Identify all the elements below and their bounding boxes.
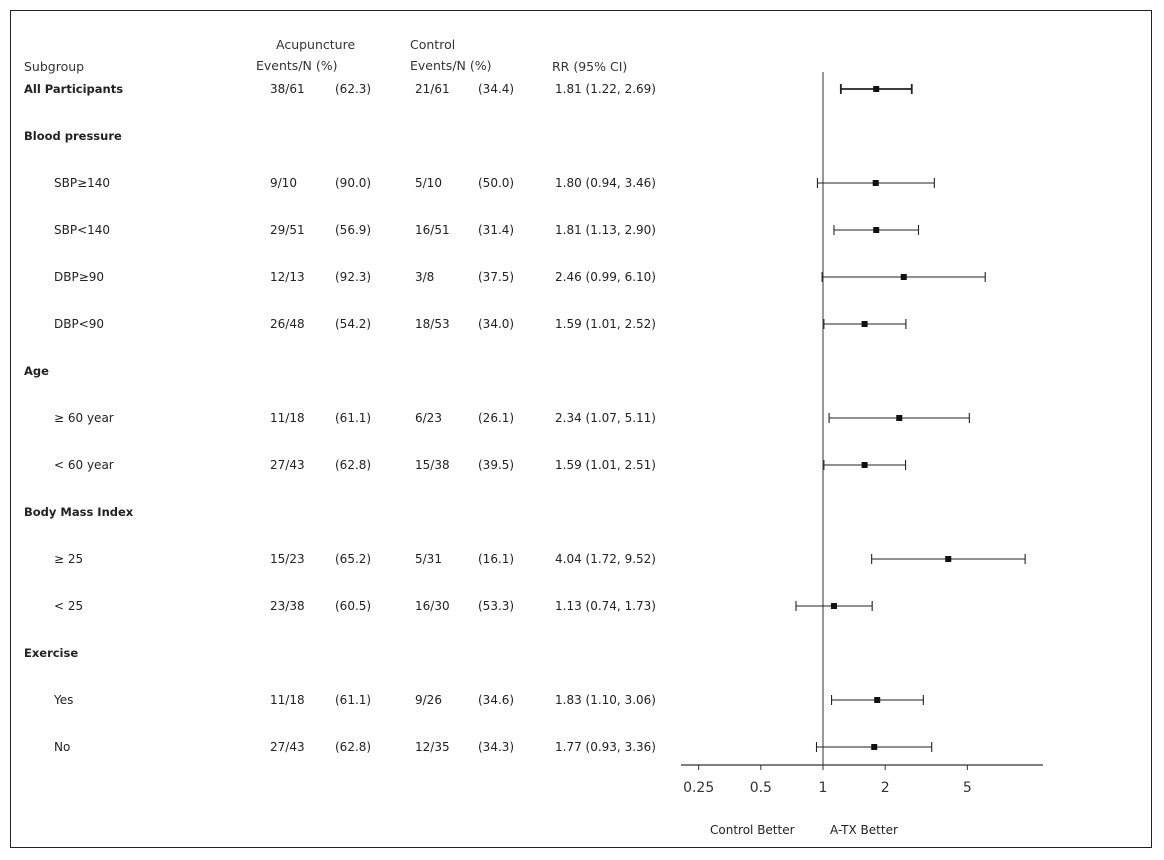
control-percent: (39.5) <box>478 458 515 472</box>
acupuncture-events: 27/43 <box>270 740 305 754</box>
acupuncture-percent: (54.2) <box>335 317 372 331</box>
point-estimate <box>874 697 881 703</box>
point-estimate <box>900 274 907 280</box>
xlabel-right: A-TX Better <box>830 823 898 837</box>
acupuncture-percent: (62.8) <box>335 740 372 754</box>
acupuncture-percent: (62.3) <box>335 82 372 96</box>
control-percent: (26.1) <box>478 411 515 425</box>
header-rr: RR (95% CI) <box>552 59 628 74</box>
control-events: 12/35 <box>415 740 450 754</box>
rr-ci-text: 1.13 (0.74, 1.73) <box>555 599 656 613</box>
x-tick-label: 0.25 <box>683 780 714 796</box>
subgroup-label: DBP≥90 <box>54 270 105 284</box>
acupuncture-events: 38/61 <box>270 82 305 96</box>
acupuncture-percent: (92.3) <box>335 270 372 284</box>
acupuncture-percent: (60.5) <box>335 599 372 613</box>
subgroup-label: SBP<140 <box>54 223 111 237</box>
control-events: 18/53 <box>415 317 450 331</box>
rr-ci-text: 2.34 (1.07, 5.11) <box>555 411 656 425</box>
point-estimate <box>861 462 868 468</box>
header-subgroup: Subgroup <box>24 59 85 74</box>
group-heading: Blood pressure <box>24 129 122 143</box>
rr-ci-text: 1.77 (0.93, 3.36) <box>555 740 656 754</box>
acupuncture-percent: (65.2) <box>335 552 372 566</box>
subgroup-label: All Participants <box>24 82 124 96</box>
subgroup-label: No <box>54 740 71 754</box>
x-tick-label: 0.5 <box>750 780 772 796</box>
control-events: 16/51 <box>415 223 450 237</box>
x-tick-label: 2 <box>881 780 890 796</box>
rr-ci-text: 1.59 (1.01, 2.52) <box>555 317 656 331</box>
subgroup-label: ≥ 60 year <box>54 411 114 425</box>
acupuncture-events: 26/48 <box>270 317 305 331</box>
acupuncture-percent: (61.1) <box>335 411 372 425</box>
control-events: 16/30 <box>415 599 450 613</box>
acupuncture-events: 12/13 <box>270 270 305 284</box>
subgroup-label: SBP≥140 <box>54 176 111 190</box>
acupuncture-percent: (62.8) <box>335 458 372 472</box>
group-heading: Body Mass Index <box>24 505 134 519</box>
header-acupuncture-events: Events/N (%) <box>256 58 338 73</box>
acupuncture-events: 27/43 <box>270 458 305 472</box>
acupuncture-events: 23/38 <box>270 599 305 613</box>
point-estimate <box>873 86 880 92</box>
subgroup-label: DBP<90 <box>54 317 105 331</box>
point-estimate <box>871 744 878 750</box>
subgroup-label: Yes <box>54 693 74 707</box>
subgroup-label: < 60 year <box>54 458 114 472</box>
subgroup-label: ≥ 25 <box>54 552 84 566</box>
control-events: 15/38 <box>415 458 450 472</box>
point-estimate <box>830 603 837 609</box>
header-control-group: Control <box>410 37 456 52</box>
control-events: 5/31 <box>415 552 442 566</box>
xlabel-left: Control Better <box>710 823 795 837</box>
control-percent: (37.5) <box>478 270 515 284</box>
group-heading: Age <box>24 364 49 378</box>
point-estimate <box>896 415 903 421</box>
control-events: 9/26 <box>415 693 442 707</box>
rr-ci-text: 1.81 (1.22, 2.69) <box>555 82 656 96</box>
control-percent: (34.4) <box>478 82 515 96</box>
control-events: 21/61 <box>415 82 450 96</box>
rr-ci-text: 1.81 (1.13, 2.90) <box>555 223 656 237</box>
acupuncture-events: 11/18 <box>270 411 305 425</box>
figure-frame <box>10 10 1152 848</box>
control-events: 3/8 <box>415 270 435 284</box>
group-heading: Exercise <box>24 646 79 660</box>
control-percent: (31.4) <box>478 223 515 237</box>
acupuncture-events: 11/18 <box>270 693 305 707</box>
point-estimate <box>873 227 880 233</box>
point-estimate <box>861 321 868 327</box>
acupuncture-events: 9/10 <box>270 176 297 190</box>
control-percent: (16.1) <box>478 552 515 566</box>
control-percent: (34.3) <box>478 740 515 754</box>
rr-ci-text: 4.04 (1.72, 9.52) <box>555 552 656 566</box>
control-percent: (34.0) <box>478 317 515 331</box>
rr-ci-text: 2.46 (0.99, 6.10) <box>555 270 656 284</box>
point-estimate <box>872 180 879 186</box>
header-acupuncture-group: Acupuncture <box>276 37 356 52</box>
control-percent: (50.0) <box>478 176 515 190</box>
acupuncture-percent: (56.9) <box>335 223 372 237</box>
rr-ci-text: 1.59 (1.01, 2.51) <box>555 458 656 472</box>
subgroup-label: < 25 <box>54 599 84 613</box>
rr-ci-text: 1.80 (0.94, 3.46) <box>555 176 656 190</box>
x-tick-label: 1 <box>819 780 828 796</box>
control-percent: (53.3) <box>478 599 515 613</box>
rr-ci-text: 1.83 (1.10, 3.06) <box>555 693 656 707</box>
x-tick-label: 5 <box>963 780 972 796</box>
point-estimate <box>945 556 952 562</box>
acupuncture-events: 29/51 <box>270 223 305 237</box>
control-percent: (34.6) <box>478 693 515 707</box>
control-events: 6/23 <box>415 411 442 425</box>
header-control-events: Events/N (%) <box>410 58 492 73</box>
acupuncture-percent: (90.0) <box>335 176 372 190</box>
control-events: 5/10 <box>415 176 442 190</box>
acupuncture-events: 15/23 <box>270 552 305 566</box>
acupuncture-percent: (61.1) <box>335 693 372 707</box>
